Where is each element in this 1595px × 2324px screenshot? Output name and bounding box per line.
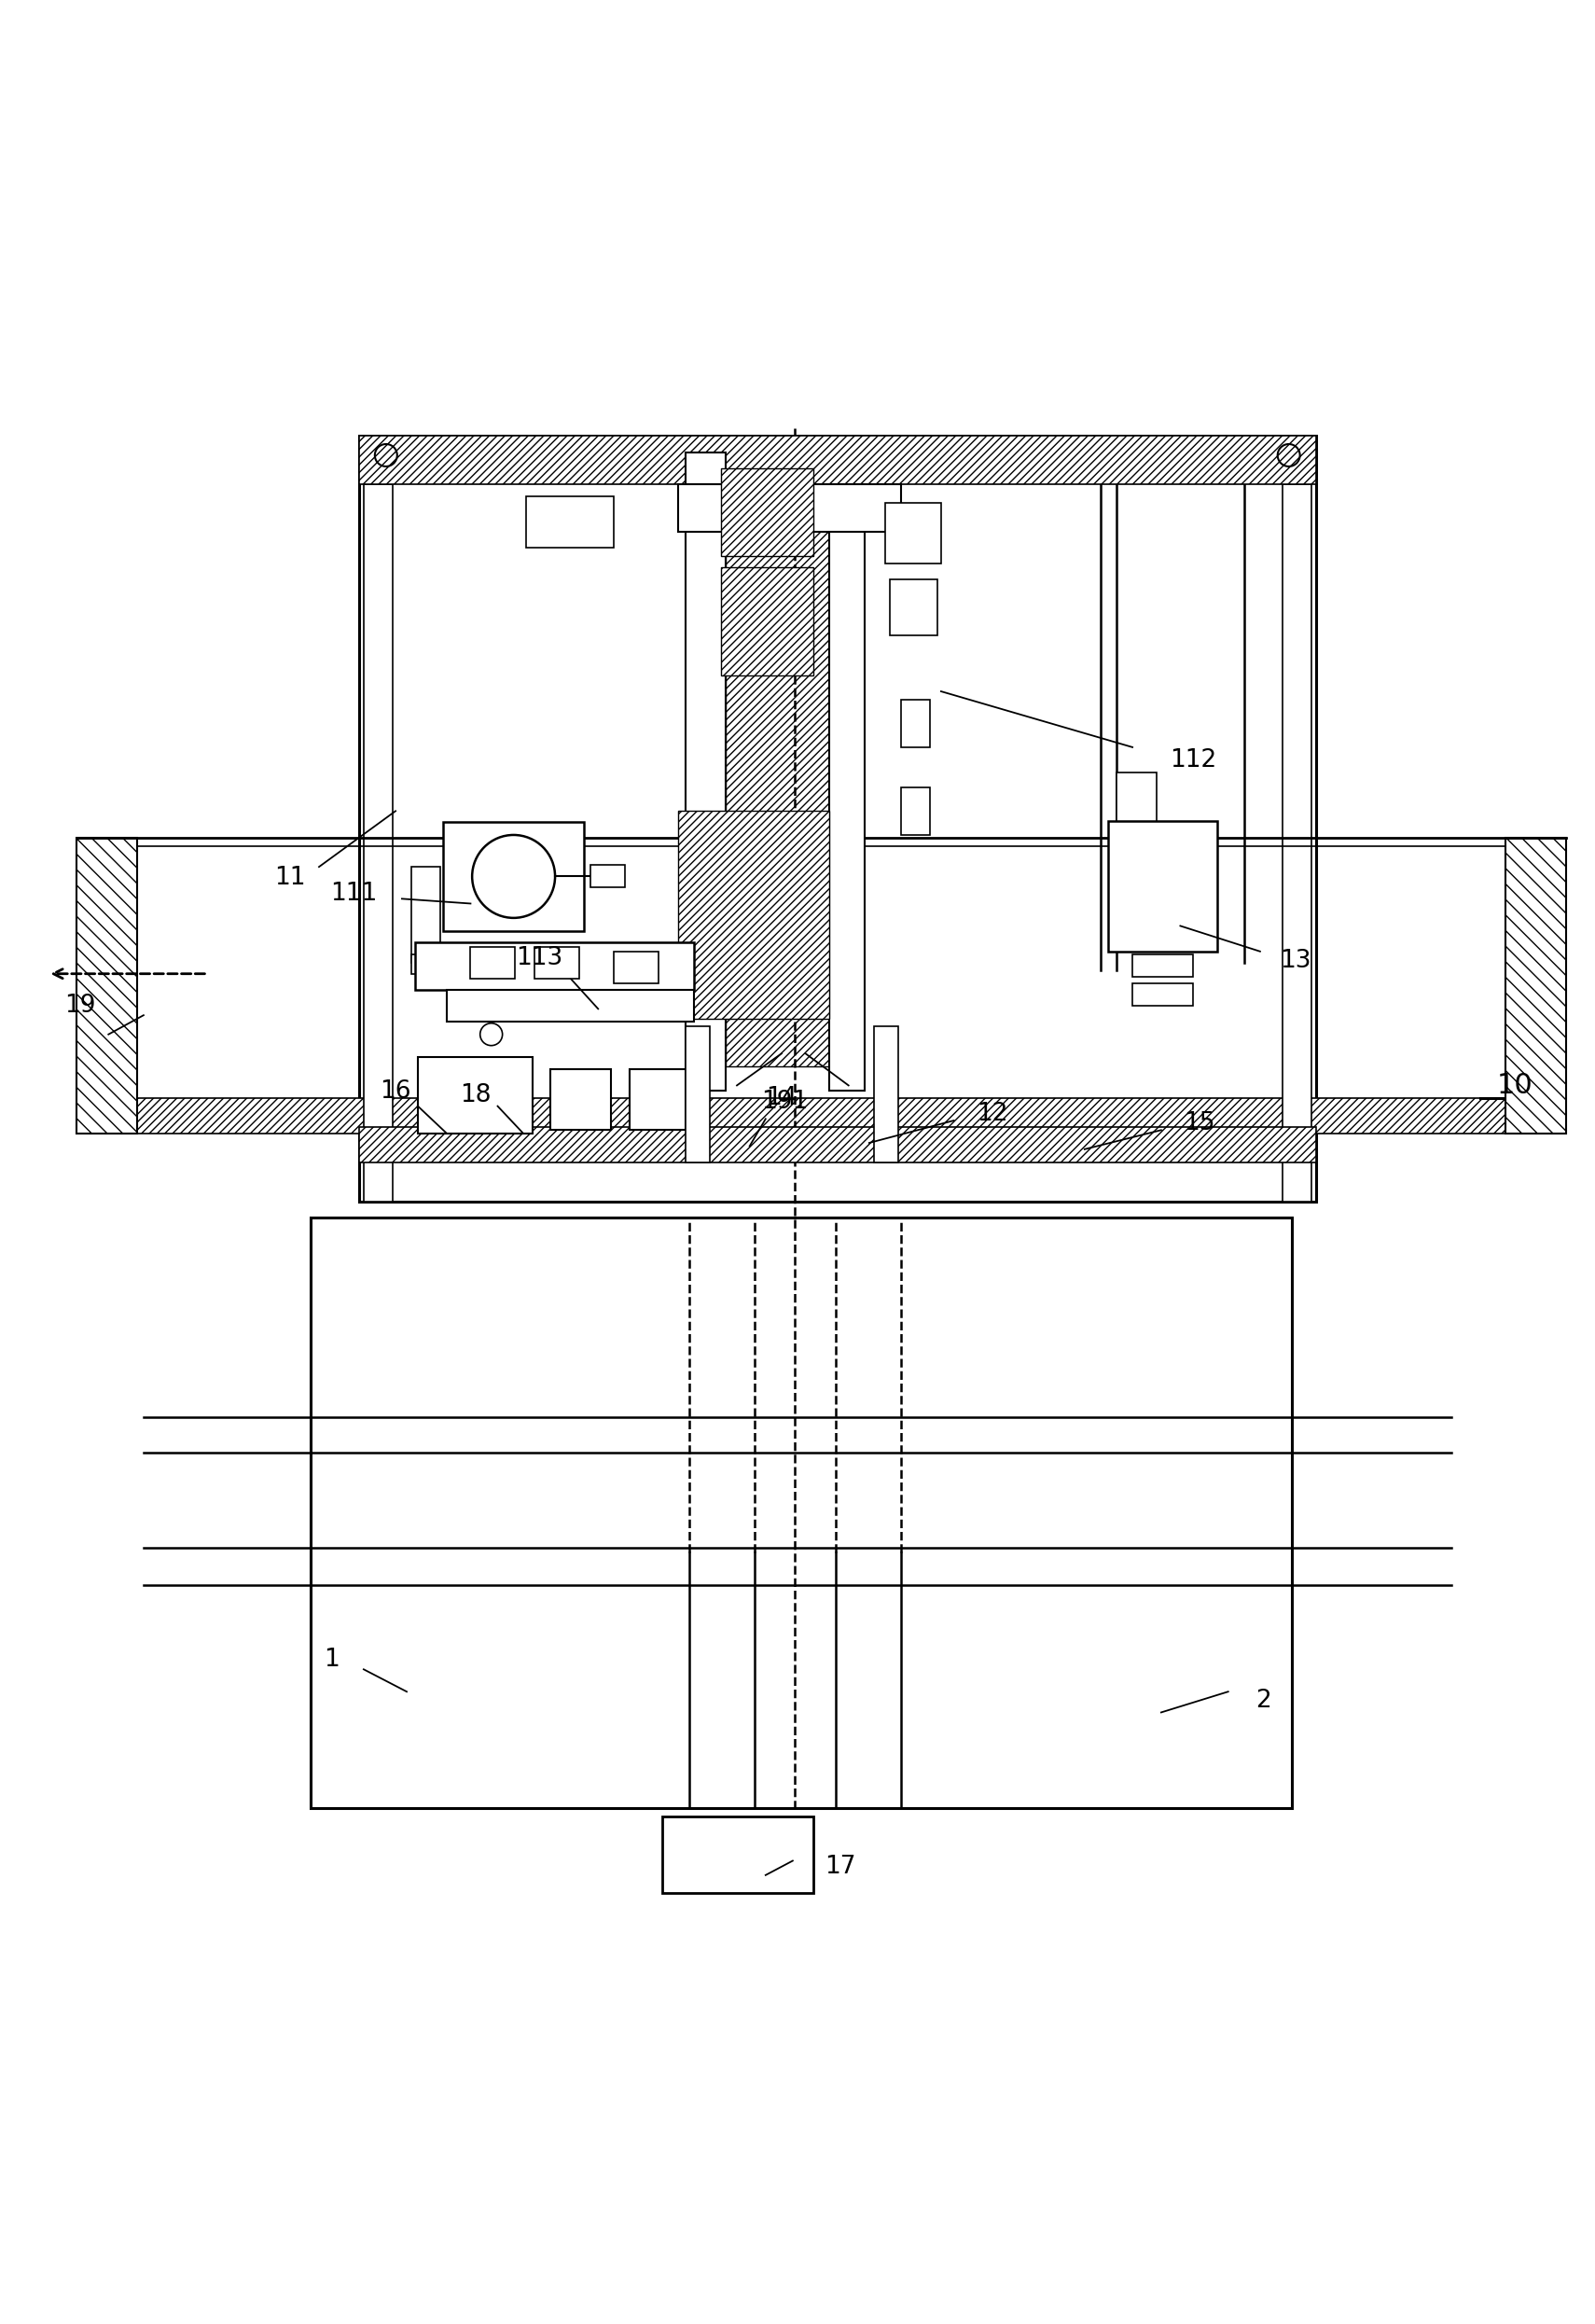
Bar xyxy=(471,946,515,978)
Bar xyxy=(678,811,829,1018)
Bar xyxy=(1132,983,1193,1006)
Bar xyxy=(359,1127,1316,1162)
Bar xyxy=(364,483,392,1202)
Bar xyxy=(890,579,938,634)
Text: 111: 111 xyxy=(330,881,378,906)
Bar xyxy=(1116,855,1156,906)
Text: 13: 13 xyxy=(1279,948,1311,974)
Bar xyxy=(614,951,659,983)
Text: 16: 16 xyxy=(380,1081,412,1104)
Bar xyxy=(359,437,1316,1202)
Text: 19: 19 xyxy=(64,995,96,1018)
Text: 1: 1 xyxy=(324,1648,340,1671)
Bar xyxy=(77,1099,1566,1134)
Bar xyxy=(1282,483,1311,1202)
Bar xyxy=(678,483,901,532)
Bar xyxy=(447,990,694,1023)
Bar xyxy=(1116,774,1156,823)
Text: 15: 15 xyxy=(1183,1111,1215,1136)
Bar xyxy=(662,1815,813,1892)
Bar xyxy=(901,788,930,834)
Text: 11: 11 xyxy=(274,867,306,890)
Text: 12: 12 xyxy=(976,1102,1008,1127)
Bar xyxy=(534,946,579,978)
Bar xyxy=(901,700,930,748)
Bar xyxy=(77,839,137,1134)
Bar xyxy=(721,467,813,555)
Bar xyxy=(415,941,694,990)
Bar xyxy=(443,823,584,930)
Bar xyxy=(526,497,614,548)
Bar xyxy=(630,1069,686,1129)
Bar xyxy=(590,865,625,888)
Text: 18: 18 xyxy=(459,1083,491,1106)
Text: 2: 2 xyxy=(1255,1690,1271,1713)
Bar xyxy=(829,483,864,1090)
Bar xyxy=(412,867,440,962)
Bar xyxy=(418,1057,533,1134)
Text: 112: 112 xyxy=(1169,748,1217,772)
Text: 191: 191 xyxy=(761,1090,809,1113)
Bar xyxy=(550,1069,611,1129)
Text: 17: 17 xyxy=(825,1855,857,1880)
Bar xyxy=(885,502,941,565)
Bar xyxy=(311,1218,1292,1808)
Bar xyxy=(1132,955,1193,976)
Text: 14: 14 xyxy=(766,1085,798,1111)
Bar xyxy=(686,1027,710,1162)
Bar xyxy=(1506,839,1566,1134)
Bar xyxy=(412,955,451,974)
Text: 113: 113 xyxy=(515,946,563,969)
Bar xyxy=(874,1027,898,1162)
Bar xyxy=(726,476,829,1067)
Bar xyxy=(686,453,726,1090)
Bar xyxy=(1109,820,1217,951)
Bar xyxy=(721,567,813,676)
Bar xyxy=(359,437,1316,483)
Text: 10: 10 xyxy=(1498,1071,1533,1099)
